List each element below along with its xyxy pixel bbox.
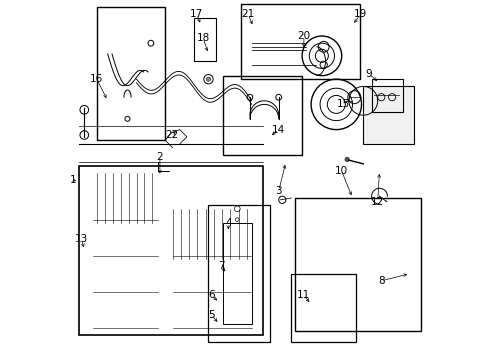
Text: 7: 7	[217, 261, 224, 271]
Text: 4: 4	[224, 218, 231, 228]
Bar	[223, 76, 302, 155]
Text: 19: 19	[353, 9, 366, 19]
Circle shape	[206, 77, 210, 81]
Text: 12: 12	[370, 197, 384, 207]
Bar	[363, 86, 413, 144]
Bar	[194, 18, 215, 61]
Text: 1: 1	[70, 175, 77, 185]
Text: 14: 14	[271, 125, 285, 135]
Text: 10: 10	[334, 166, 347, 176]
Circle shape	[344, 157, 348, 162]
Text: 2: 2	[156, 152, 163, 162]
Text: 20: 20	[297, 31, 310, 41]
Bar	[79, 166, 262, 335]
Text: 17: 17	[190, 9, 203, 19]
Text: 8: 8	[377, 276, 384, 286]
Bar	[294, 198, 420, 331]
Text: 15: 15	[336, 99, 349, 109]
Bar	[223, 223, 251, 324]
Text: 13: 13	[75, 234, 88, 244]
Text: 3: 3	[275, 186, 282, 196]
Bar	[208, 205, 269, 342]
Text: 11: 11	[297, 290, 310, 300]
Text: 16: 16	[90, 74, 103, 84]
Bar	[291, 274, 355, 342]
Text: 6: 6	[207, 290, 214, 300]
Text: 9: 9	[365, 69, 371, 79]
Text: 5: 5	[207, 310, 214, 320]
Text: 21: 21	[241, 9, 254, 19]
Text: 22: 22	[165, 130, 178, 140]
Bar	[97, 7, 165, 140]
Bar	[371, 79, 402, 112]
Bar	[241, 4, 359, 79]
Text: 18: 18	[196, 33, 209, 43]
